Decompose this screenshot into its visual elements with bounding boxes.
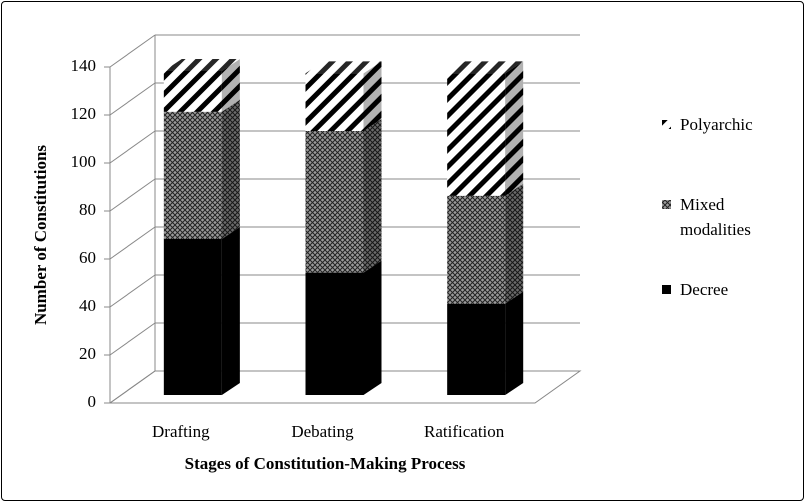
bar-side xyxy=(505,291,524,395)
grid-line xyxy=(109,226,156,260)
x-axis-title: Stages of Constitution-Making Process xyxy=(185,454,466,473)
bar-side xyxy=(505,61,524,196)
bar-top-shade xyxy=(163,59,240,71)
bar-front xyxy=(163,239,222,395)
bar-side xyxy=(363,260,382,395)
bar-side xyxy=(221,59,240,112)
bar-side-shade xyxy=(363,61,382,131)
y-axis-title: Number of Constitutions xyxy=(31,145,50,325)
y-tick-label: 60 xyxy=(79,248,96,267)
bar-side-shade xyxy=(363,119,382,273)
bar-top-shade xyxy=(447,61,524,74)
bar-front xyxy=(447,303,506,395)
grid-line xyxy=(109,82,156,116)
y-tick-label: 40 xyxy=(79,296,96,315)
y-tick-label: 140 xyxy=(71,56,97,75)
y-tick-label: 100 xyxy=(71,152,97,171)
legend-label: Decree xyxy=(680,280,729,299)
x-tick-label: Debating xyxy=(291,422,354,441)
bar-side xyxy=(221,99,240,239)
bar-front xyxy=(305,272,364,395)
bar-front xyxy=(305,131,364,273)
legend-label: Mixed modalities xyxy=(680,195,751,239)
grid-line xyxy=(109,178,156,212)
grid-line xyxy=(109,34,156,68)
bar-side xyxy=(363,119,382,273)
bar-side-shade xyxy=(221,99,240,239)
legend-marker xyxy=(662,120,671,129)
y-tick-label: 120 xyxy=(71,104,97,123)
bar-side xyxy=(505,183,524,304)
bar-side-shade xyxy=(363,260,382,395)
bar-side-shade xyxy=(221,59,240,112)
grid-line xyxy=(109,274,156,308)
legend-marker xyxy=(662,285,671,294)
grid-line xyxy=(109,130,156,164)
grid-line xyxy=(109,370,156,404)
bar-side xyxy=(363,61,382,131)
legend-label: Polyarchic xyxy=(680,115,753,134)
x-tick-label: Ratification xyxy=(424,422,505,441)
y-tick-label: 20 xyxy=(79,344,96,363)
bar-top xyxy=(447,61,524,74)
bar-top xyxy=(305,61,382,74)
bar-side-shade xyxy=(221,227,240,395)
legend-marker xyxy=(662,200,671,209)
bar-top-shade xyxy=(305,61,382,74)
bar-front xyxy=(163,71,222,112)
bar-front xyxy=(163,111,222,239)
bar-side-shade xyxy=(505,183,524,304)
y-tick-label: 80 xyxy=(79,200,96,219)
bar-front xyxy=(305,73,364,131)
bar-side-shade xyxy=(505,61,524,196)
bar-side-shade xyxy=(505,291,524,395)
bar-front xyxy=(447,195,506,304)
bar-side xyxy=(221,227,240,395)
grid-line xyxy=(109,322,156,356)
bar-front xyxy=(447,73,506,196)
bar-top xyxy=(163,59,240,71)
y-tick-label: 0 xyxy=(88,392,97,411)
x-tick-label: Drafting xyxy=(152,422,210,441)
